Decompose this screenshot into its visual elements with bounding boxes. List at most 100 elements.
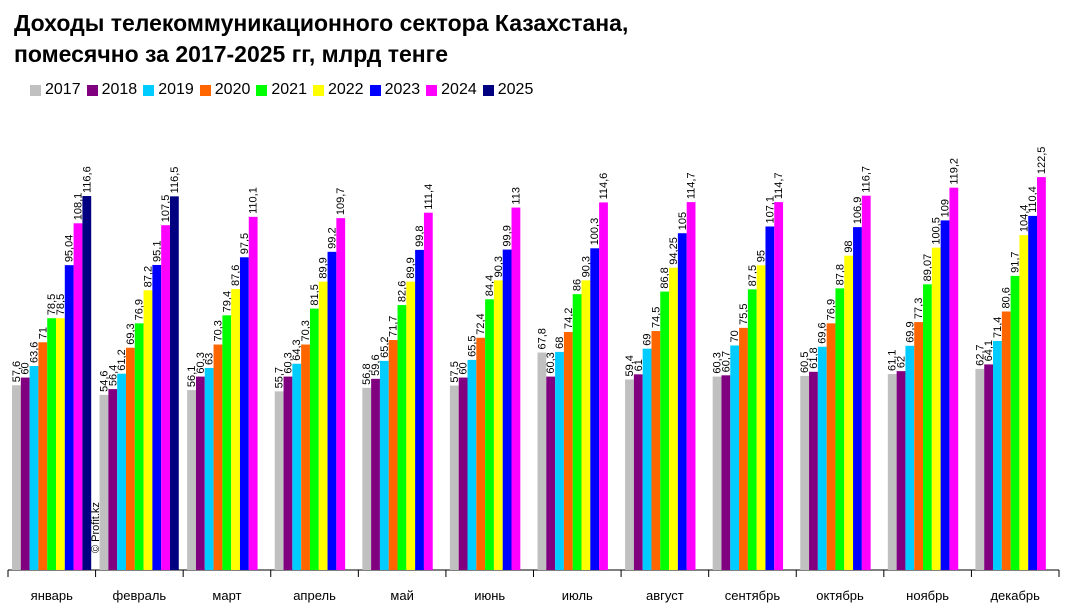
- data-label: 109: [940, 199, 952, 217]
- data-label: 104,4: [1018, 205, 1030, 233]
- bar-2018-март: [195, 376, 205, 570]
- data-label: 116,7: [861, 166, 873, 193]
- data-label: 100,5: [931, 217, 943, 245]
- legend-item-2025: 2025: [482, 81, 536, 99]
- data-label: 60: [20, 362, 32, 374]
- bar-2018-август: [633, 374, 643, 570]
- data-label: 71,7: [388, 316, 400, 337]
- data-label: 78,5: [46, 294, 58, 315]
- bar-2022-декабрь: [1019, 235, 1029, 570]
- data-label: 60,3: [712, 352, 724, 373]
- bar-2024-февраль: [161, 225, 170, 570]
- data-label: 89,9: [405, 257, 417, 278]
- data-label: 111,4: [423, 184, 435, 210]
- bar-2023-февраль: [152, 264, 162, 570]
- bar-2021-декабрь: [1010, 275, 1020, 570]
- bar-2024-ноябрь: [949, 187, 959, 570]
- data-label: 69,9: [904, 321, 916, 342]
- bar-2017-октябрь: [800, 375, 810, 570]
- bar-2020-март: [213, 344, 223, 570]
- bar-2019-сентябрь: [730, 345, 740, 570]
- data-label: 57,5: [449, 361, 461, 382]
- data-label: 60,3: [282, 352, 294, 373]
- data-label: 81,5: [309, 284, 321, 305]
- data-label: 56,4: [107, 365, 119, 386]
- bar-2018-июнь: [458, 377, 468, 570]
- bar-2021-апрель: [309, 308, 319, 570]
- legend-swatch-2022: [312, 84, 324, 96]
- data-label: 75,5: [738, 303, 750, 324]
- data-label: 97,5: [239, 233, 251, 254]
- data-label: 61,1: [887, 350, 899, 371]
- bar-2022-январь: [56, 318, 65, 570]
- legend-item-2024: 2024: [426, 81, 479, 99]
- x-tick-label: июнь: [474, 588, 505, 603]
- bar-2021-февраль: [134, 323, 144, 570]
- bar-2022-май: [406, 281, 416, 570]
- bar-2017-март: [187, 390, 196, 570]
- bar-2020-июнь: [476, 337, 486, 570]
- bar-2020-август: [651, 331, 661, 570]
- legend-swatch-2019: [143, 84, 155, 96]
- data-label: 64,1: [983, 340, 995, 361]
- bar-2021-январь: [47, 318, 56, 570]
- data-label: 60,7: [720, 351, 732, 372]
- bar-2022-ноябрь: [931, 247, 941, 570]
- bar-2022-сентябрь: [756, 265, 766, 570]
- bar-2018-декабрь: [984, 364, 994, 570]
- data-label: 94,25: [668, 237, 680, 265]
- data-label: 116,5: [169, 167, 181, 194]
- data-label: 69,3: [125, 323, 137, 344]
- bar-2019-апрель: [292, 363, 302, 570]
- bar-2023-август: [677, 233, 687, 570]
- data-label: 69: [642, 333, 654, 345]
- bar-2018-октябрь: [809, 371, 818, 570]
- legend-swatch-2018: [86, 84, 98, 96]
- bar-2021-июнь: [485, 299, 494, 570]
- bar-2022-апрель: [318, 281, 328, 570]
- legend-label-2020: 2020: [214, 81, 251, 98]
- bar-2022-июнь: [493, 280, 503, 570]
- legend-label-2023: 2023: [384, 81, 421, 98]
- data-label: 79,4: [221, 291, 233, 312]
- bar-2018-сентябрь: [721, 375, 731, 570]
- bar-2023-сентябрь: [765, 226, 775, 570]
- x-tick-label: февраль: [113, 588, 167, 603]
- data-label: 74,5: [650, 307, 662, 328]
- data-label: 72,4: [475, 313, 487, 334]
- bar-2021-июль: [572, 294, 582, 570]
- bar-2017-январь: [12, 385, 21, 570]
- legend-swatch-2020: [199, 84, 211, 96]
- bar-2019-июль: [555, 351, 564, 570]
- data-label: 65,2: [379, 336, 391, 357]
- data-label: 68: [554, 337, 566, 349]
- bar-2017-февраль: [99, 394, 109, 570]
- data-label: 61,2: [116, 349, 128, 370]
- chart-legend: 2017 2018 2019 2020 2021 2022 2023 2024 2025: [30, 81, 539, 99]
- legend-swatch-2021: [256, 84, 268, 96]
- bar-2020-декабрь: [1001, 311, 1011, 570]
- bar-2017-ноябрь: [887, 374, 897, 570]
- data-label: 55,7: [274, 367, 286, 388]
- data-label: 65,5: [466, 335, 478, 356]
- data-label: 60,3: [545, 352, 557, 373]
- x-tick-label: июль: [562, 588, 593, 603]
- bar-2020-февраль: [125, 347, 135, 570]
- legend-label-2019: 2019: [158, 81, 194, 98]
- data-label: 99,2: [326, 227, 338, 248]
- data-label: 90,3: [580, 256, 592, 277]
- bar-2021-март: [222, 315, 232, 570]
- bar-2017-август: [625, 379, 634, 570]
- data-label: 114,7: [773, 172, 785, 199]
- data-label: 59,6: [370, 354, 382, 375]
- bar-2021-май: [397, 305, 407, 570]
- bar-2024-январь: [73, 223, 83, 570]
- legend-item-2022: 2022: [312, 81, 366, 99]
- bar-2023-декабрь: [1028, 215, 1038, 570]
- bar-2017-июнь: [449, 385, 459, 570]
- legend-label-2021: 2021: [271, 81, 307, 98]
- data-label: 77,3: [913, 298, 925, 319]
- data-label: 87,8: [834, 264, 846, 285]
- data-label: 86: [572, 279, 584, 291]
